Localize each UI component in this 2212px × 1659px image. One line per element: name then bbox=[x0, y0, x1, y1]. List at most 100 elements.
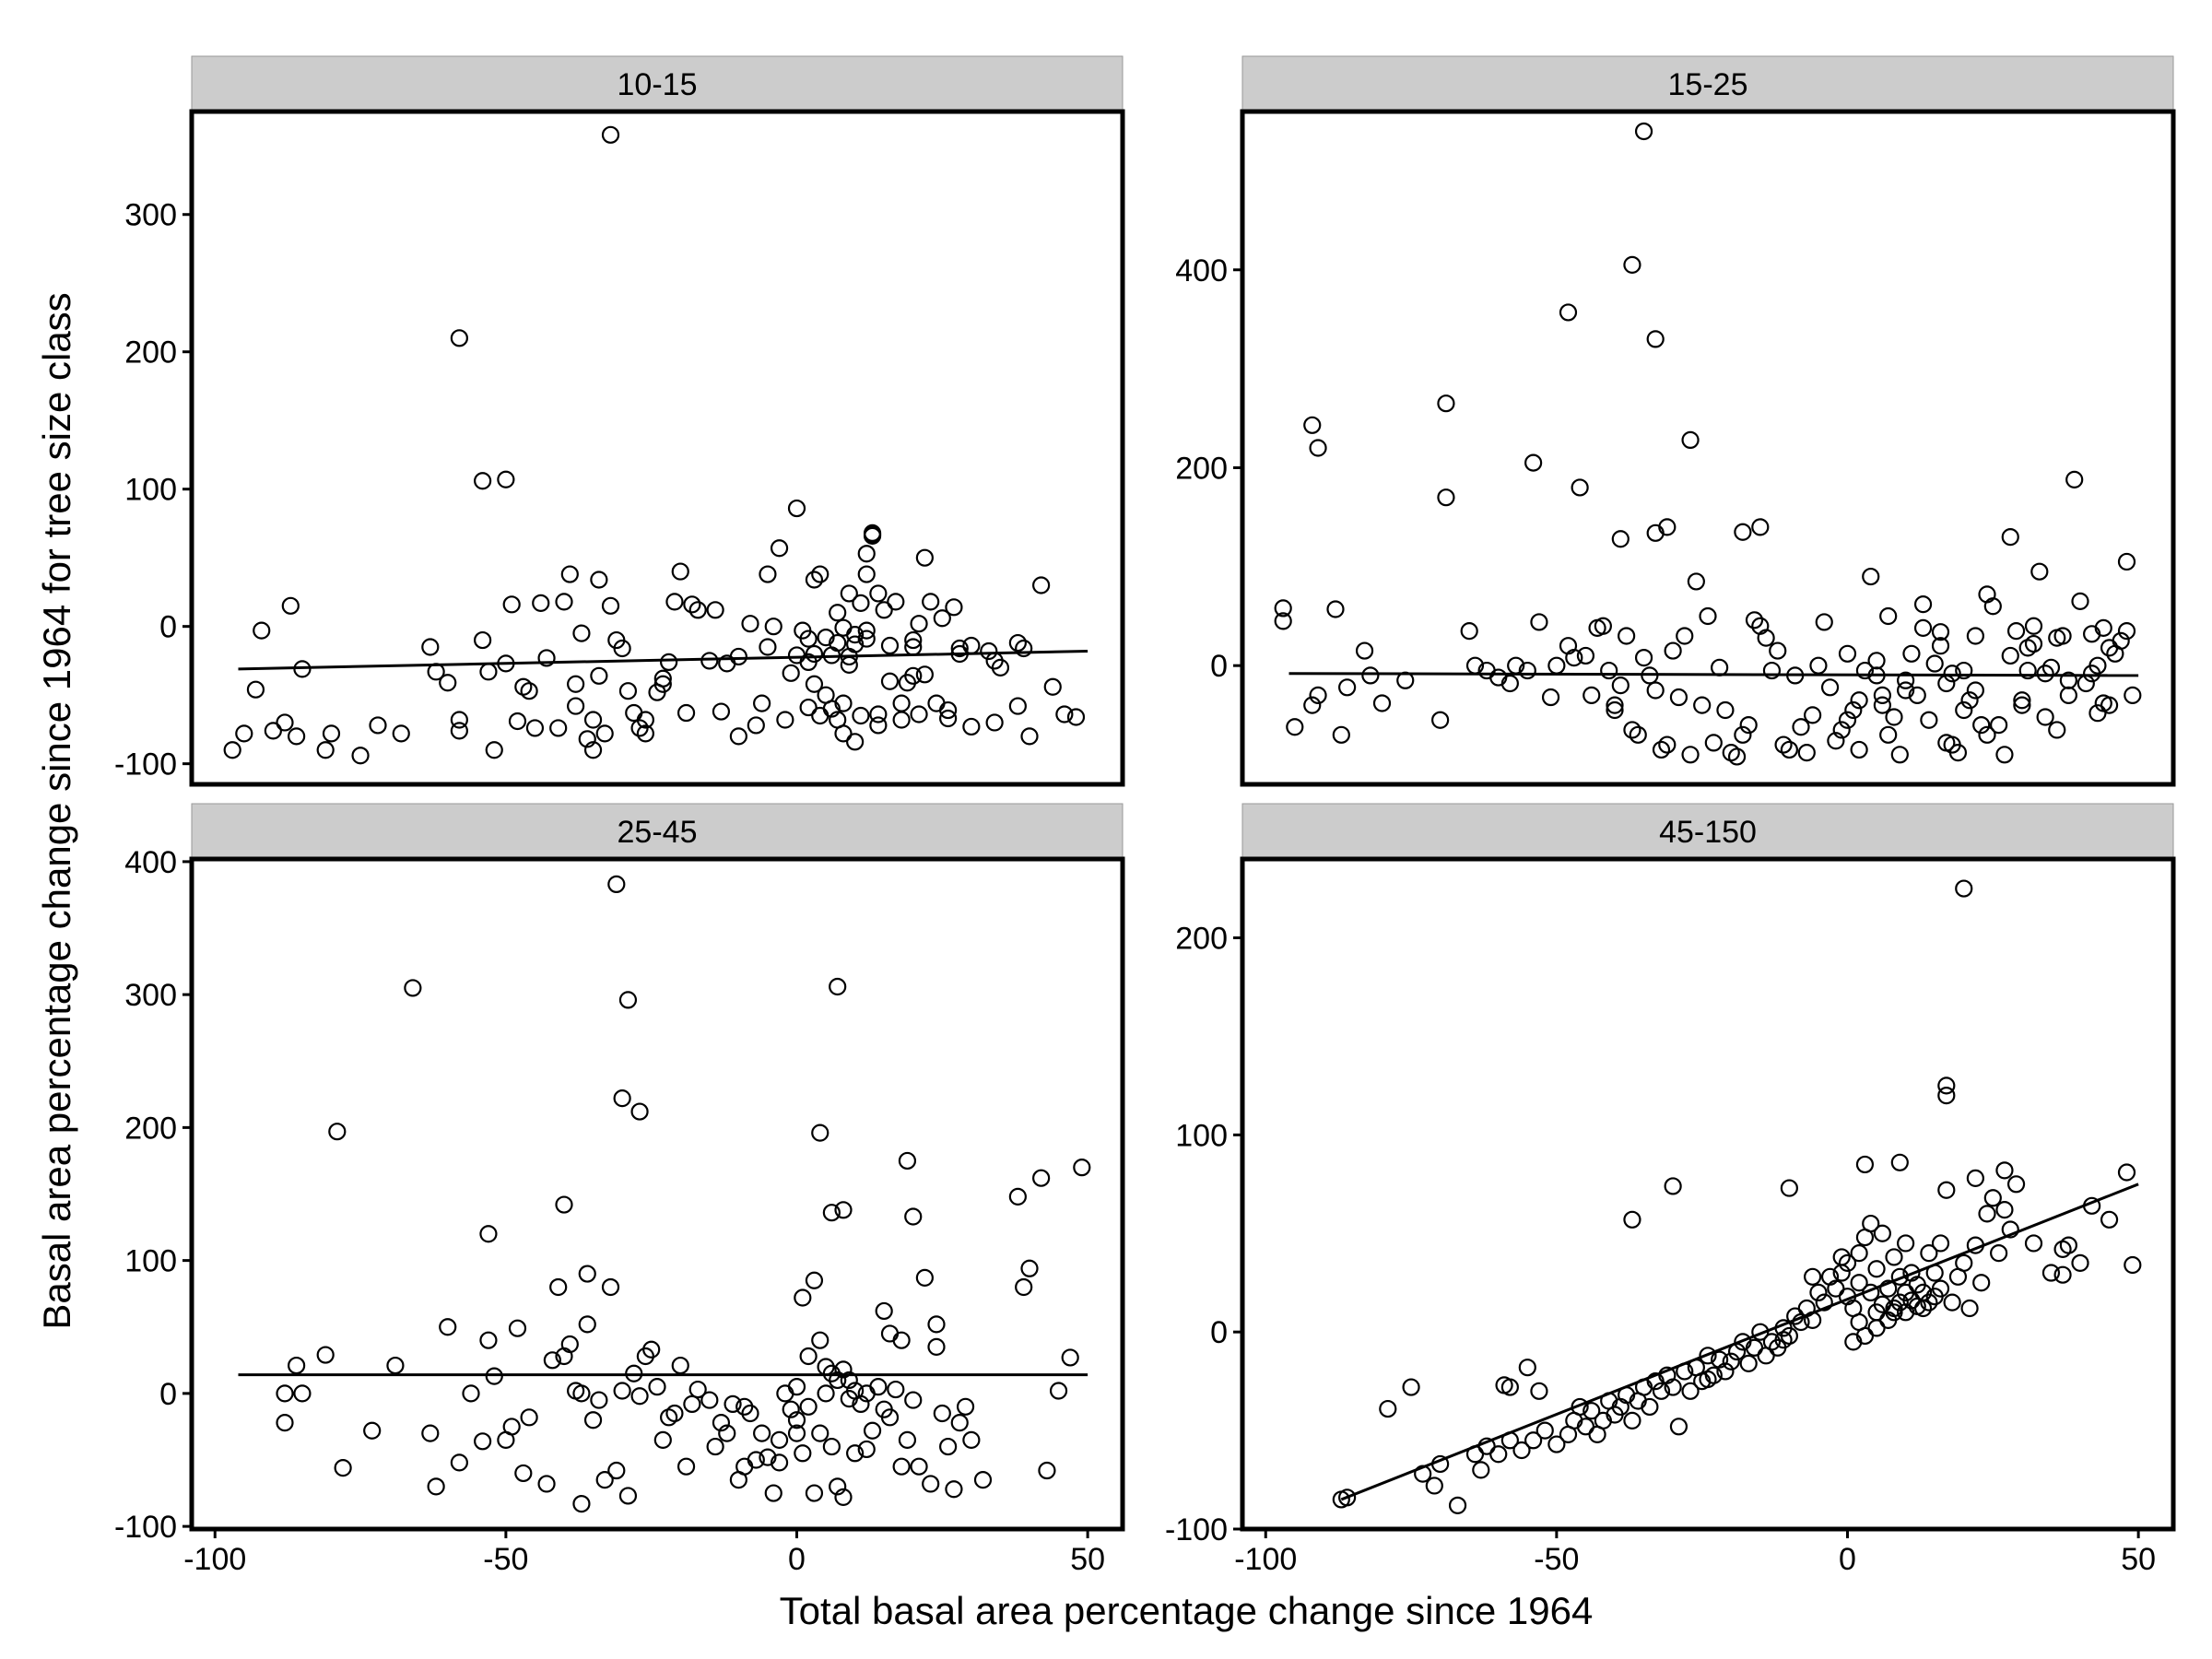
data-point bbox=[288, 727, 306, 746]
data-point bbox=[1669, 688, 1688, 707]
data-point bbox=[1727, 747, 1747, 766]
data-point bbox=[1565, 648, 1583, 667]
data-point bbox=[1402, 1378, 1420, 1396]
data-point bbox=[1032, 576, 1051, 594]
data-point bbox=[1681, 1382, 1700, 1400]
data-point bbox=[572, 1494, 591, 1513]
data-point bbox=[1943, 665, 1961, 683]
data-point bbox=[811, 1124, 830, 1142]
data-point bbox=[474, 630, 492, 650]
data-point bbox=[1693, 696, 1712, 714]
data-point bbox=[1879, 1279, 1898, 1298]
data-point bbox=[1966, 627, 1984, 645]
data-point bbox=[1576, 646, 1595, 665]
facet-strip-label: 15-25 bbox=[1668, 67, 1748, 102]
data-point bbox=[805, 1484, 824, 1502]
data-point bbox=[863, 526, 882, 545]
data-point bbox=[904, 666, 923, 685]
data-point bbox=[1524, 1431, 1543, 1450]
y-tick-label: -100 bbox=[114, 747, 177, 782]
data-point bbox=[706, 1437, 724, 1456]
data-point bbox=[1326, 600, 1345, 618]
data-point bbox=[1606, 696, 1624, 714]
data-point bbox=[1618, 627, 1636, 645]
data-point bbox=[1832, 1248, 1851, 1266]
data-point bbox=[846, 635, 865, 653]
data-point bbox=[950, 639, 969, 658]
data-point bbox=[1897, 1303, 1915, 1322]
data-point bbox=[1623, 1210, 1641, 1229]
data-point bbox=[613, 1382, 631, 1400]
data-point bbox=[555, 593, 573, 611]
data-point bbox=[962, 717, 981, 736]
data-point bbox=[293, 1384, 312, 1403]
data-point bbox=[1274, 612, 1292, 630]
data-point bbox=[1699, 1370, 1717, 1389]
y-tick-label: -100 bbox=[114, 1510, 177, 1545]
data-point bbox=[939, 700, 958, 720]
data-point bbox=[1646, 330, 1665, 348]
data-point bbox=[1815, 1293, 1833, 1312]
data-point bbox=[1797, 744, 1816, 762]
data-point bbox=[351, 747, 370, 765]
data-point bbox=[636, 711, 654, 729]
data-point bbox=[253, 621, 271, 640]
data-point bbox=[1890, 1153, 1909, 1171]
data-point bbox=[583, 741, 603, 759]
x-tick-label: 0 bbox=[788, 1542, 806, 1577]
data-point bbox=[956, 1397, 975, 1416]
data-point bbox=[869, 1378, 888, 1396]
data-point bbox=[1960, 691, 1979, 710]
data-point bbox=[991, 658, 1010, 677]
data-point bbox=[1583, 686, 1601, 704]
data-point bbox=[520, 682, 538, 700]
data-point bbox=[567, 675, 585, 693]
data-point bbox=[787, 1378, 806, 1396]
data-point bbox=[799, 698, 818, 717]
data-point bbox=[1431, 711, 1450, 729]
data-point bbox=[1897, 671, 1915, 689]
data-point bbox=[618, 991, 638, 1009]
data-point bbox=[2117, 622, 2136, 641]
data-point bbox=[1983, 597, 2002, 616]
panels: 10-15 -100 0 100 200 300 15-25 0 200 400 25-45 -100… bbox=[114, 55, 2176, 1577]
data-point bbox=[1338, 1488, 1357, 1507]
data-point bbox=[770, 539, 789, 558]
data-point bbox=[840, 584, 858, 603]
data-point bbox=[985, 713, 1004, 732]
data-point bbox=[578, 1315, 596, 1334]
data-point bbox=[1722, 1352, 1740, 1371]
data-point bbox=[683, 595, 701, 614]
data-point bbox=[787, 1424, 806, 1442]
data-point bbox=[1547, 656, 1566, 675]
data-point bbox=[1303, 696, 1322, 714]
data-point bbox=[1676, 627, 1694, 645]
data-point bbox=[863, 1421, 882, 1440]
x-tick-label: 50 bbox=[1070, 1542, 1105, 1577]
data-point bbox=[869, 716, 888, 735]
data-point bbox=[1448, 1496, 1467, 1514]
data-point bbox=[764, 618, 782, 636]
data-point bbox=[1867, 1260, 1886, 1278]
data-point bbox=[1920, 1244, 1938, 1263]
data-point bbox=[950, 1414, 969, 1432]
data-point bbox=[618, 682, 638, 700]
data-point bbox=[1780, 740, 1798, 759]
data-point bbox=[1890, 1293, 1909, 1312]
data-point bbox=[583, 711, 603, 729]
data-point bbox=[759, 565, 777, 583]
y-axis-title: Basal area percentage change since 1964 … bbox=[35, 292, 78, 1329]
data-point bbox=[747, 1451, 765, 1469]
data-point bbox=[2030, 562, 2049, 581]
x-tick-label: 50 bbox=[2121, 1542, 2156, 1577]
data-point bbox=[857, 565, 876, 583]
y-tick-label: -100 bbox=[1165, 1512, 1228, 1547]
data-point bbox=[392, 724, 410, 743]
data-point bbox=[671, 1356, 689, 1375]
data-point bbox=[688, 601, 707, 619]
data-point bbox=[653, 669, 672, 688]
data-point bbox=[1855, 1155, 1875, 1174]
data-point bbox=[2117, 552, 2136, 571]
y-tick-label: 100 bbox=[1175, 1118, 1228, 1153]
data-point bbox=[1990, 1244, 2008, 1263]
